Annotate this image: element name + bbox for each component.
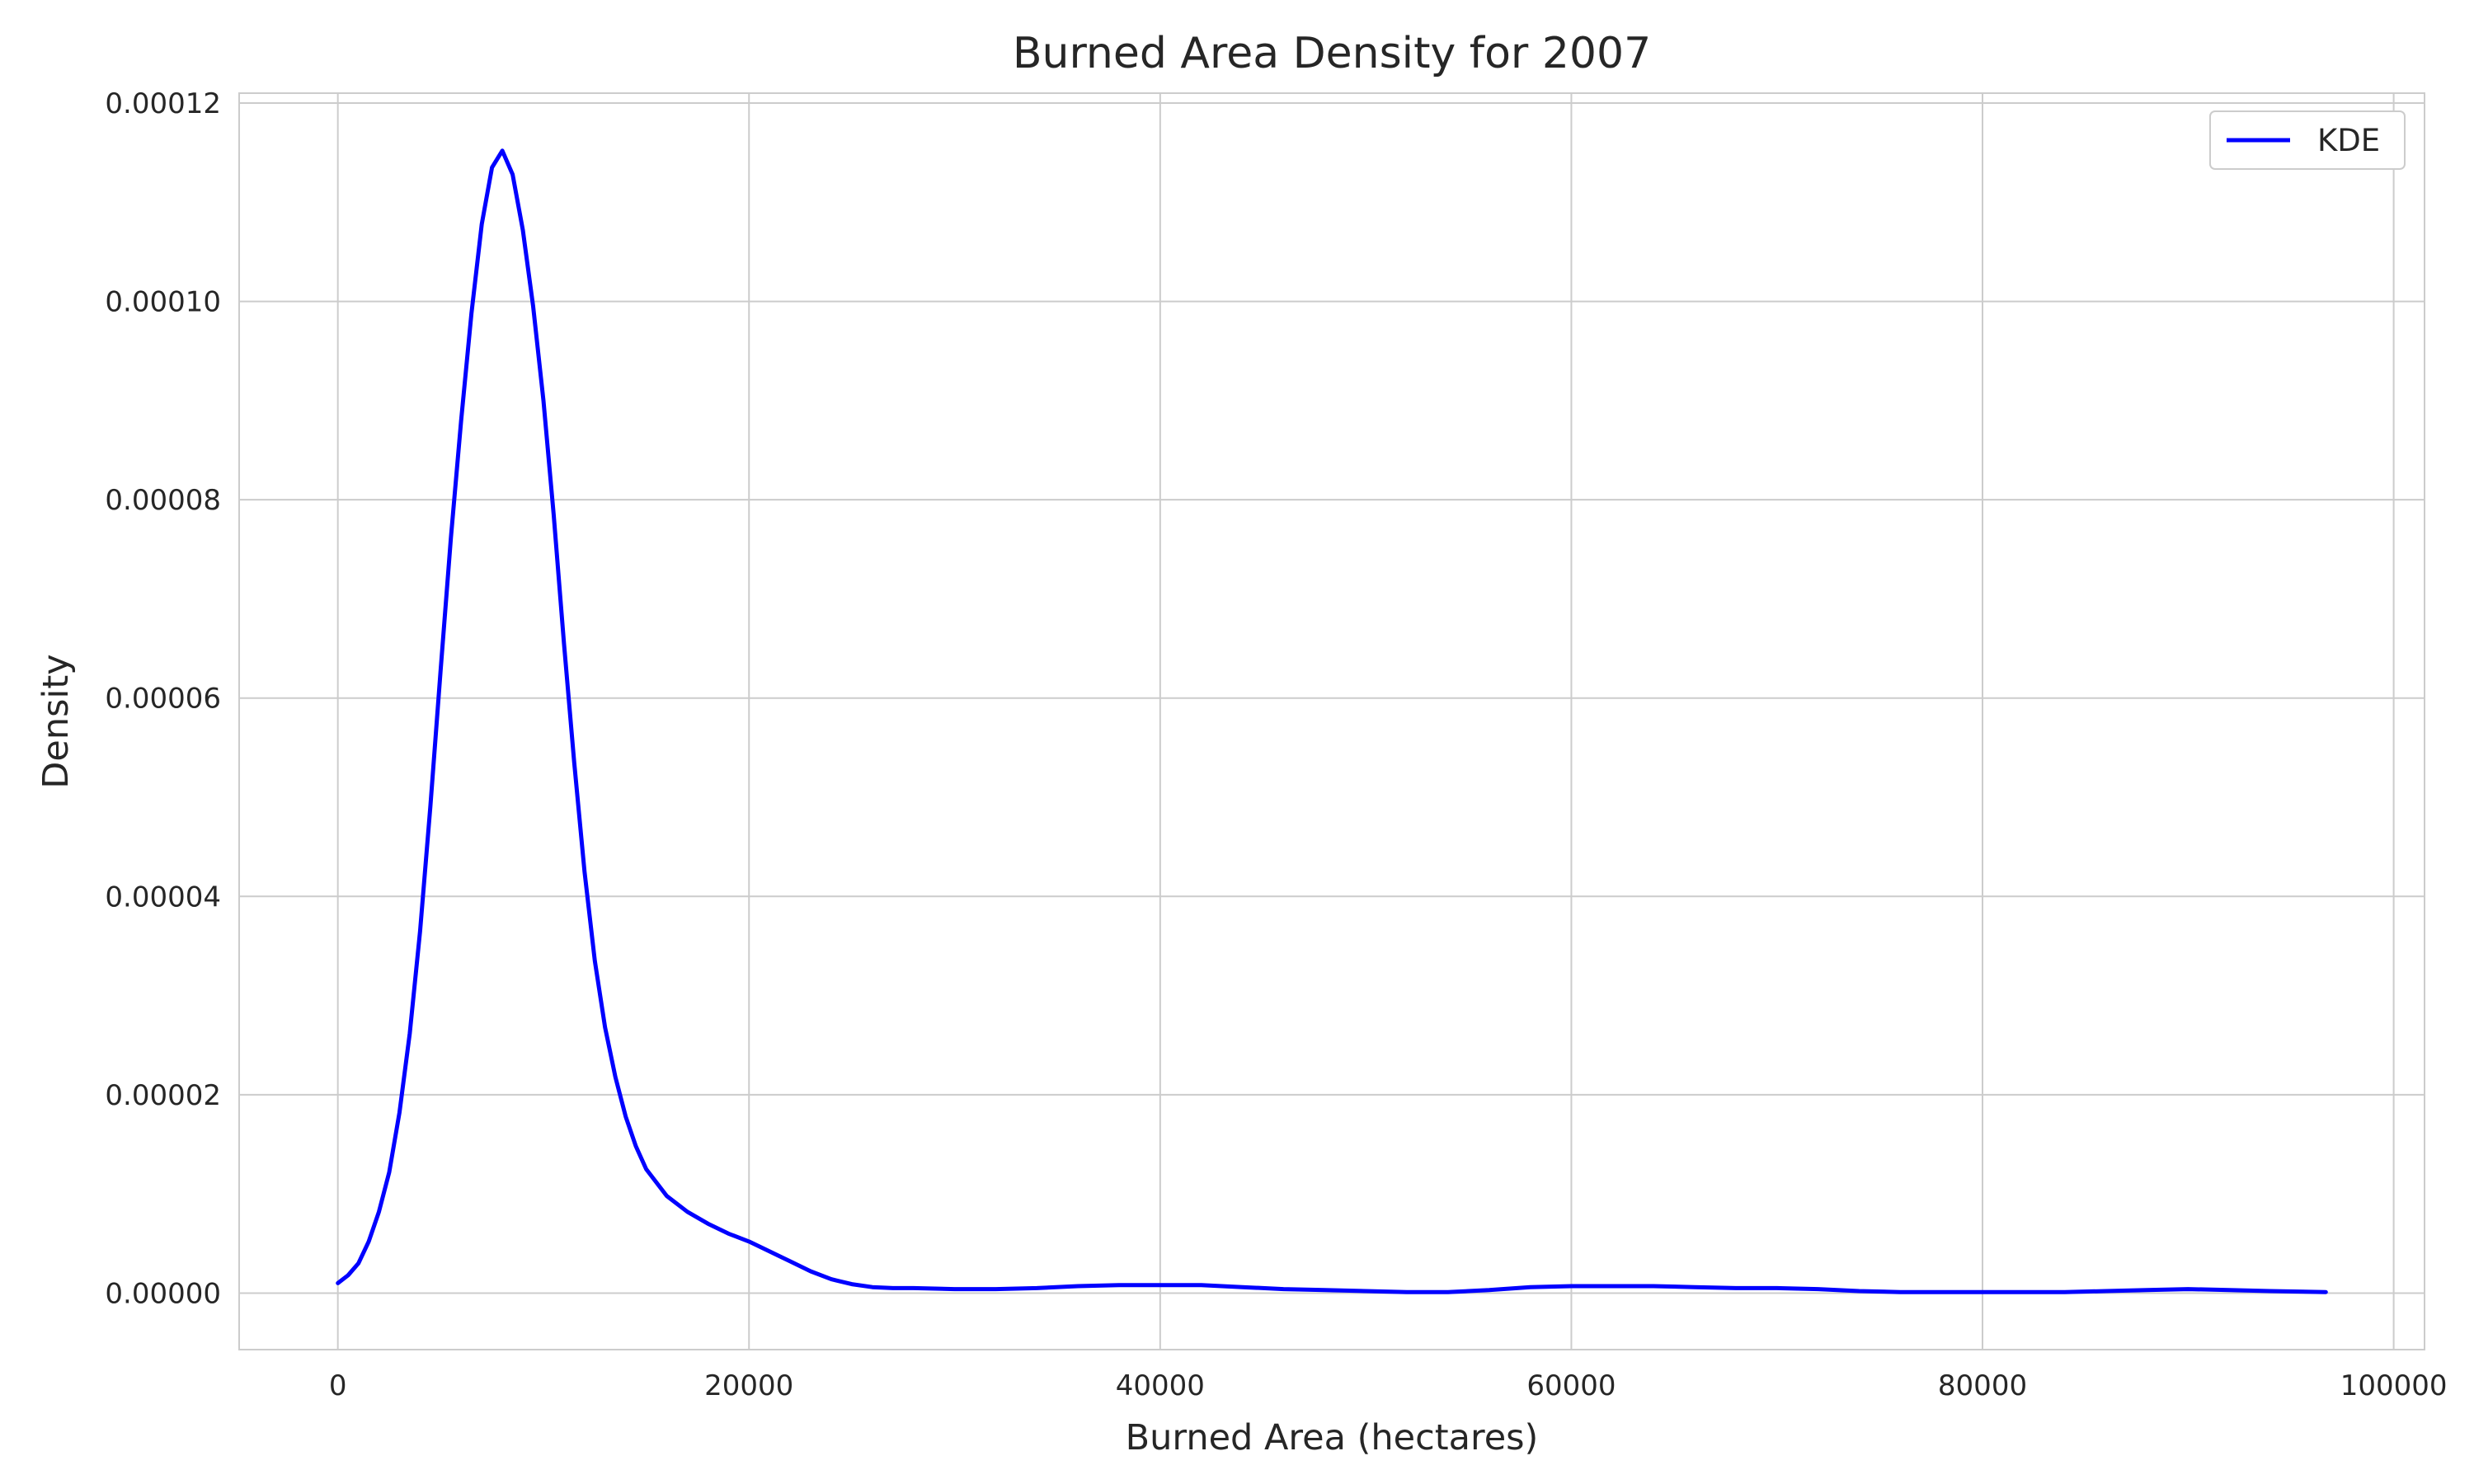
series-layer [336, 148, 2328, 1294]
x-axis-label: Burned Area (hectares) [1126, 1417, 1539, 1458]
y-axis-ticks: 0.00000 0.00002 0.00004 0.00006 0.00008 0.000… [105, 87, 221, 1310]
series-line-kde [336, 148, 2328, 1294]
y-tick-label: 0.00010 [105, 286, 221, 319]
y-tick-label: 0.00002 [105, 1079, 221, 1112]
y-tick-label: 0.00006 [105, 683, 221, 716]
x-tick-label: 80000 [1938, 1369, 2027, 1402]
y-tick-label: 0.00004 [105, 881, 221, 913]
x-tick-label: 20000 [704, 1369, 793, 1402]
chart-title: Burned Area Density for 2007 [1013, 29, 1651, 78]
plot-frame [238, 92, 2425, 1350]
x-tick-label: 0 [329, 1369, 347, 1402]
x-axis-ticks: 0 20000 40000 60000 80000 100000 [329, 1369, 2448, 1402]
x-tick-label: 100000 [2340, 1369, 2448, 1402]
x-tick-label: 60000 [1526, 1369, 1616, 1402]
grid [239, 93, 2425, 1350]
legend: KDE [2209, 110, 2406, 170]
y-tick-label: 0.00012 [105, 87, 221, 120]
y-tick-label: 0.00000 [105, 1277, 221, 1310]
x-tick-label: 40000 [1116, 1369, 1205, 1402]
y-axis-label: Density [35, 654, 77, 788]
y-tick-label: 0.00008 [105, 484, 221, 517]
legend-label-kde: KDE [2317, 123, 2380, 158]
legend-box [2209, 110, 2406, 170]
